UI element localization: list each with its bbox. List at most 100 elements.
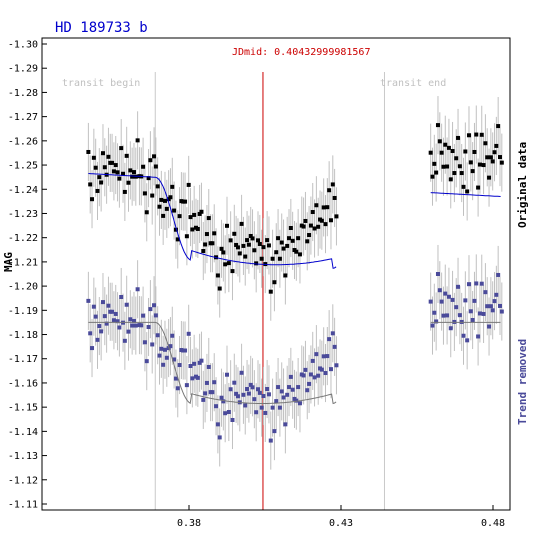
original-data-point <box>434 170 439 175</box>
original-data-point <box>305 239 310 244</box>
original-data-point <box>277 256 282 261</box>
trend_removed-data-point <box>261 394 266 399</box>
trend_removed-data-point <box>437 288 442 293</box>
original-data-point <box>468 160 473 165</box>
trend_removed-data-point <box>259 405 264 410</box>
original-data-point <box>437 139 442 144</box>
original-data-point <box>204 232 209 237</box>
original-data-point <box>328 218 333 223</box>
original-data-point <box>450 149 455 154</box>
original-data-point <box>479 132 484 137</box>
original-data-point <box>126 180 131 185</box>
original-data-point <box>461 184 466 189</box>
original-data-point <box>210 241 215 246</box>
trend_removed-data-point <box>470 318 475 322</box>
original-data-point <box>261 245 266 250</box>
trend_removed-data-point <box>221 399 226 404</box>
trend_removed-data-point <box>268 438 273 443</box>
trend_removed-data-point <box>124 302 129 307</box>
original-data-point <box>161 213 166 218</box>
original-data-point <box>186 182 191 187</box>
original-data-point <box>435 123 440 128</box>
y-tick-label: -1.21 <box>8 257 38 268</box>
original-data-point <box>93 165 98 170</box>
original-data-point <box>121 171 126 176</box>
original-data-point <box>466 133 471 138</box>
original-data-point <box>470 169 475 174</box>
trend_removed-data-point <box>430 323 435 328</box>
y-tick-label: -1.11 <box>8 500 38 511</box>
original-data-point <box>463 149 468 154</box>
original-data-point <box>237 251 242 256</box>
original-data-point <box>446 145 451 150</box>
trend_removed-data-point <box>217 435 222 440</box>
trend_removed-data-point <box>148 307 153 312</box>
trend_removed-data-point <box>305 388 310 393</box>
trend_removed-data-point <box>434 319 439 324</box>
trend_removed-data-point <box>428 299 433 304</box>
trend_removed-data-point <box>435 272 440 276</box>
trend_removed-data-point <box>235 394 240 399</box>
trend_removed-data-point <box>100 300 105 305</box>
trend_removed-data-point <box>497 303 502 308</box>
trend_removed-data-point <box>106 303 111 308</box>
original-data-point <box>130 174 135 179</box>
original-data-point <box>266 243 271 248</box>
trend_removed-data-point <box>192 361 197 366</box>
original-data-point <box>252 248 257 253</box>
original-data-point <box>197 211 202 216</box>
jdmid-label: JDmid: 0.40432999981567 <box>232 47 370 58</box>
trend_removed-data-point <box>461 333 466 338</box>
original-data-point <box>497 155 502 160</box>
original-data-point <box>485 155 490 160</box>
original-data-point <box>428 150 433 155</box>
original-data-point <box>456 135 461 140</box>
original-data-point <box>135 138 140 143</box>
trend_removed-data-point <box>110 309 115 314</box>
x-tick-label: 0.38 <box>177 518 201 529</box>
original-data-point <box>445 164 450 169</box>
original-data-point <box>243 254 248 259</box>
trend_removed-data-point <box>150 342 155 347</box>
original-data-point <box>119 146 124 151</box>
trend_removed-data-point <box>494 292 499 297</box>
trend_removed-data-point <box>157 353 162 358</box>
original-data-point <box>494 143 499 148</box>
trend_removed-data-point <box>201 397 206 402</box>
original-data-point <box>215 273 220 278</box>
original-data-point <box>106 154 111 159</box>
trend_removed-data-point <box>303 367 308 372</box>
trend_removed-data-point <box>195 375 200 380</box>
original-data-point <box>457 164 462 169</box>
trend_removed-data-point <box>228 387 233 392</box>
original-data-point <box>270 256 275 261</box>
original-data-point <box>172 208 177 213</box>
trend_removed-data-point <box>272 429 277 434</box>
trend_removed-data-point <box>283 422 288 427</box>
trend_removed-data-point <box>443 291 448 296</box>
trend_removed-data-point <box>334 363 339 368</box>
trend_removed-data-point <box>256 387 261 392</box>
original-data-point <box>219 246 224 251</box>
trend_removed-data-point <box>474 281 479 286</box>
y-tick-label: -1.22 <box>8 233 38 244</box>
original-data-point <box>308 223 313 228</box>
original-data-point <box>459 171 464 176</box>
original-data-point <box>234 242 239 247</box>
trend_removed-data-point <box>325 354 330 359</box>
trend_removed-data-point <box>135 287 140 292</box>
original-data-point <box>245 238 250 243</box>
original-data-point <box>175 237 180 242</box>
original-data-point <box>150 193 155 198</box>
original-data-point <box>443 142 448 147</box>
trend_removed-data-point <box>245 387 250 391</box>
original-data-point <box>86 149 91 154</box>
trend_removed-data-point <box>139 323 144 328</box>
original-data-point <box>285 243 290 248</box>
original-data-point <box>146 176 151 181</box>
trend_removed-data-point <box>204 380 209 385</box>
trend_removed-data-point <box>184 383 189 388</box>
trend-removed-label: Trend removed <box>516 339 529 425</box>
trend_removed-data-point <box>279 389 284 394</box>
original-data-point <box>157 204 162 209</box>
